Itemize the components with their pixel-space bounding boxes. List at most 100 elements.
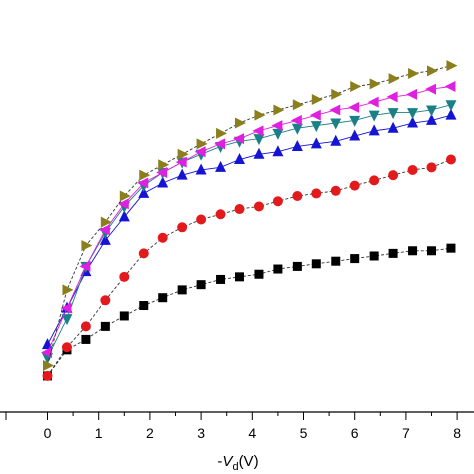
- circle-marker: [157, 232, 168, 243]
- triangle-left-marker: [290, 114, 302, 126]
- triangle-left-marker: [79, 260, 91, 272]
- triangle-down-marker: [253, 134, 265, 146]
- triangle-up-marker: [407, 116, 419, 128]
- x-tick-label: 0: [44, 425, 52, 441]
- triangle-right-marker: [235, 117, 246, 129]
- triangle-up-marker: [157, 176, 169, 188]
- series-line: [47, 159, 452, 377]
- triangle-right-marker: [273, 104, 285, 116]
- square-marker: [158, 293, 168, 303]
- x-axis-label-var: V: [222, 453, 234, 470]
- triangle-right-marker: [388, 73, 400, 85]
- circle-marker: [330, 185, 341, 196]
- triangle-right-marker: [62, 284, 74, 296]
- circle-marker: [215, 209, 226, 220]
- triangle-left-marker: [98, 224, 110, 236]
- square-marker: [427, 246, 436, 256]
- series-line: [47, 247, 452, 377]
- square-marker: [216, 274, 226, 284]
- triangle-right-marker: [177, 148, 189, 160]
- series-line: [47, 65, 452, 366]
- triangle-left-marker: [406, 88, 418, 100]
- triangle-up-marker: [387, 121, 399, 133]
- square-marker: [408, 246, 418, 256]
- triangle-left-marker: [214, 138, 226, 150]
- x-axis-label-prefix: -: [217, 453, 222, 470]
- triangle-left-marker: [329, 104, 341, 116]
- circle-marker: [196, 214, 207, 225]
- triangle-left-marker: [425, 83, 436, 95]
- triangle-down-marker: [426, 105, 437, 117]
- triangle-up-marker: [99, 233, 111, 245]
- triangle-down-marker: [445, 100, 457, 112]
- x-tick-label: 2: [146, 425, 154, 441]
- circle-marker: [388, 170, 399, 181]
- circle-marker: [272, 196, 283, 207]
- triangle-up-marker: [234, 153, 245, 165]
- triangle-up-marker: [330, 134, 342, 146]
- triangle-right-marker: [446, 60, 458, 72]
- circle-marker: [311, 188, 322, 199]
- triangle-right-marker: [331, 88, 343, 100]
- series-triangle-left: [41, 81, 456, 358]
- triangle-left-marker: [60, 302, 72, 314]
- series-square: [43, 243, 456, 381]
- square-marker: [388, 248, 398, 258]
- triangle-down-marker: [291, 123, 303, 135]
- triangle-up-marker: [291, 139, 303, 151]
- square-marker: [331, 256, 341, 266]
- x-axis-label: -Vd(V): [217, 453, 258, 473]
- circle-marker: [426, 162, 437, 173]
- circle-marker: [445, 154, 456, 165]
- triangle-right-marker: [158, 159, 170, 171]
- square-marker: [177, 285, 187, 295]
- triangle-down-marker: [349, 115, 361, 127]
- triangle-up-marker: [349, 129, 361, 141]
- triangle-right-marker: [81, 240, 93, 252]
- x-axis-label-unit: (V): [239, 453, 259, 470]
- triangle-down-marker: [330, 118, 342, 130]
- square-marker: [254, 269, 264, 279]
- x-tick-label: 5: [300, 425, 308, 441]
- square-marker: [100, 321, 110, 331]
- x-axis-label-sub: d: [232, 461, 238, 473]
- triangle-up-marker: [310, 137, 322, 149]
- triangle-up-marker: [215, 160, 227, 172]
- triangle-right-marker: [100, 216, 112, 228]
- circle-marker: [138, 248, 149, 259]
- triangle-left-marker: [137, 177, 149, 189]
- triangle-right-marker: [427, 65, 438, 77]
- square-marker: [311, 259, 321, 269]
- triangle-down-marker: [368, 110, 380, 122]
- triangle-left-marker: [386, 91, 398, 103]
- triangle-left-marker: [348, 101, 360, 113]
- triangle-down-marker: [272, 128, 284, 140]
- x-tick-label: 6: [351, 425, 359, 441]
- circle-marker: [234, 204, 245, 215]
- square-marker: [350, 254, 360, 264]
- circle-marker: [100, 295, 111, 306]
- circle-marker: [61, 342, 72, 353]
- circle-marker: [407, 164, 418, 175]
- triangle-left-marker: [367, 96, 379, 108]
- triangle-up-marker: [118, 210, 130, 222]
- square-marker: [235, 272, 244, 282]
- triangle-right-marker: [43, 359, 54, 371]
- square-marker: [119, 311, 129, 321]
- triangle-left-marker: [194, 146, 206, 158]
- square-marker: [273, 264, 283, 274]
- triangle-down-marker: [61, 314, 73, 326]
- triangle-right-marker: [216, 127, 228, 139]
- triangle-left-marker: [309, 109, 321, 121]
- square-marker: [292, 261, 302, 271]
- series-triangle-right: [43, 60, 458, 371]
- triangle-up-marker: [176, 168, 188, 180]
- x-tick-label: 4: [248, 425, 256, 441]
- triangle-right-marker: [139, 169, 151, 181]
- data-series: [41, 60, 458, 381]
- triangle-right-marker: [196, 138, 208, 150]
- square-marker: [446, 243, 456, 253]
- triangle-up-marker: [138, 186, 150, 198]
- triangle-left-marker: [175, 156, 187, 168]
